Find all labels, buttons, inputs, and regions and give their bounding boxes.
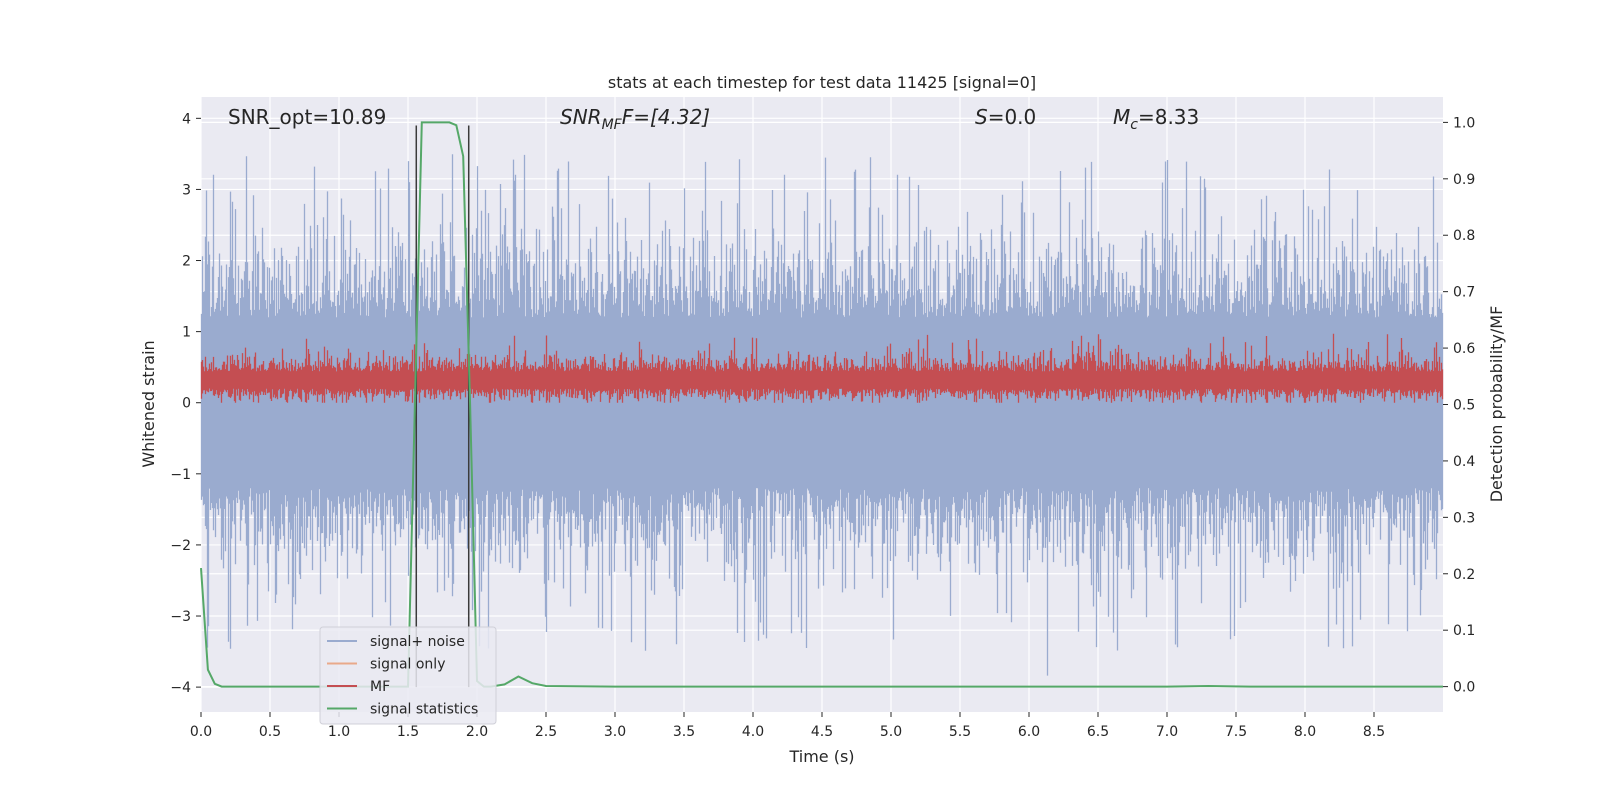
x-tick-label: 4.5 (811, 724, 833, 740)
y-axis-ticks: 4 3 2 1 0 −1 −2 −3 −4 (170, 111, 201, 696)
x-tick-label: 1.5 (397, 724, 419, 740)
annotation-mc-main: M (1113, 105, 1130, 129)
legend: signal+ noise signal only MF signal statist… (319, 626, 497, 725)
y-right-tick-label: 0.0 (1453, 680, 1475, 696)
y-tick-label: 0 (182, 396, 191, 412)
annotation-snr-mf-main: SNR (560, 105, 602, 129)
x-tick-label: 7.0 (1156, 724, 1178, 740)
y-tick-label: −3 (170, 609, 191, 625)
x-tick-label: 2.5 (535, 724, 557, 740)
x-tick-label: 0.0 (190, 724, 212, 740)
y-tick-label: −1 (170, 467, 191, 483)
y-right-tick-label: 0.2 (1453, 567, 1475, 583)
annotation-snr-mf-rest: F=[4.32] (622, 105, 710, 129)
y-right-tick-label: 0.9 (1453, 172, 1475, 188)
y-right-tick-label: 0.7 (1453, 285, 1475, 301)
y-right-tick-label: 0.6 (1453, 341, 1475, 357)
x-tick-label: 4.0 (742, 724, 764, 740)
x-tick-label: 8.0 (1294, 724, 1316, 740)
annotation-snr-opt: SNR_opt=10.89 (228, 105, 386, 129)
legend-label: MF (370, 679, 390, 695)
legend-label: signal only (370, 657, 445, 673)
x-tick-label: 0.5 (259, 724, 281, 740)
series-signal-noise-trace (200, 154, 1444, 676)
y-tick-label: 3 (182, 182, 191, 198)
series-signal-statistics (200, 121, 1443, 688)
x-tick-label: 3.0 (604, 724, 626, 740)
x-axis-label: Time (s) (788, 747, 854, 766)
chart-title: stats at each timestep for test data 114… (608, 73, 1036, 92)
annotation-mc-sub: c (1130, 117, 1138, 133)
annotation-s: S=0.0 (975, 105, 1036, 129)
y-right-tick-label: 0.8 (1453, 228, 1475, 244)
event-markers (415, 125, 470, 688)
x-tick-label: 5.5 (949, 724, 971, 740)
annotation-mc-rest: =8.33 (1138, 105, 1199, 129)
y-axis-right-label: Detection probability/MF (1487, 306, 1506, 503)
y-axis-label: Whitened strain (139, 340, 158, 467)
annotation-snr-mf-sub: MF (602, 117, 623, 133)
x-axis-ticks: 0.0 0.5 1.0 1.5 2.0 2.5 3.0 3.5 4.0 4.5 5.0 5.5 6.0 6… (190, 712, 1385, 740)
series-mf (200, 333, 1444, 403)
series-mf-trace (200, 333, 1444, 403)
legend-label: signal+ noise (370, 634, 465, 650)
x-tick-label: 3.5 (673, 724, 695, 740)
y-tick-label: 2 (182, 254, 191, 270)
y-right-tick-label: 0.4 (1453, 454, 1475, 470)
y-tick-label: 1 (182, 325, 191, 341)
y-tick-label: −4 (170, 680, 191, 696)
y-tick-label: 4 (182, 111, 191, 127)
x-tick-label: 1.0 (328, 724, 350, 740)
y-right-tick-label: 0.1 (1453, 623, 1475, 639)
y-right-tick-label: 0.5 (1453, 398, 1475, 414)
annotation-s-rest: =0.0 (988, 105, 1037, 129)
y-right-tick-label: 1.0 (1453, 115, 1475, 131)
annotation-mc: Mc=8.33 (1113, 105, 1199, 133)
annotation-snr-mf: SNRMFF=[4.32] (560, 105, 710, 133)
x-tick-label: 8.5 (1363, 724, 1385, 740)
x-tick-label: 2.0 (466, 724, 488, 740)
y-right-tick-label: 0.3 (1453, 510, 1475, 526)
x-tick-label: 6.0 (1018, 724, 1040, 740)
series-signal-noise (200, 154, 1444, 676)
y-axis-right-ticks: 1.0 0.9 0.8 0.7 0.6 0.5 0.4 0.3 0.2 0.1 0.0 (1443, 115, 1475, 696)
x-tick-label: 5.0 (880, 724, 902, 740)
legend-label: signal statistics (370, 702, 478, 718)
x-tick-label: 6.5 (1087, 724, 1109, 740)
y-tick-label: −2 (170, 538, 191, 554)
legend-box (319, 626, 497, 725)
series-signal-statistics-line (200, 121, 1443, 688)
x-tick-label: 7.5 (1225, 724, 1247, 740)
annotation-s-main: S (975, 105, 988, 129)
